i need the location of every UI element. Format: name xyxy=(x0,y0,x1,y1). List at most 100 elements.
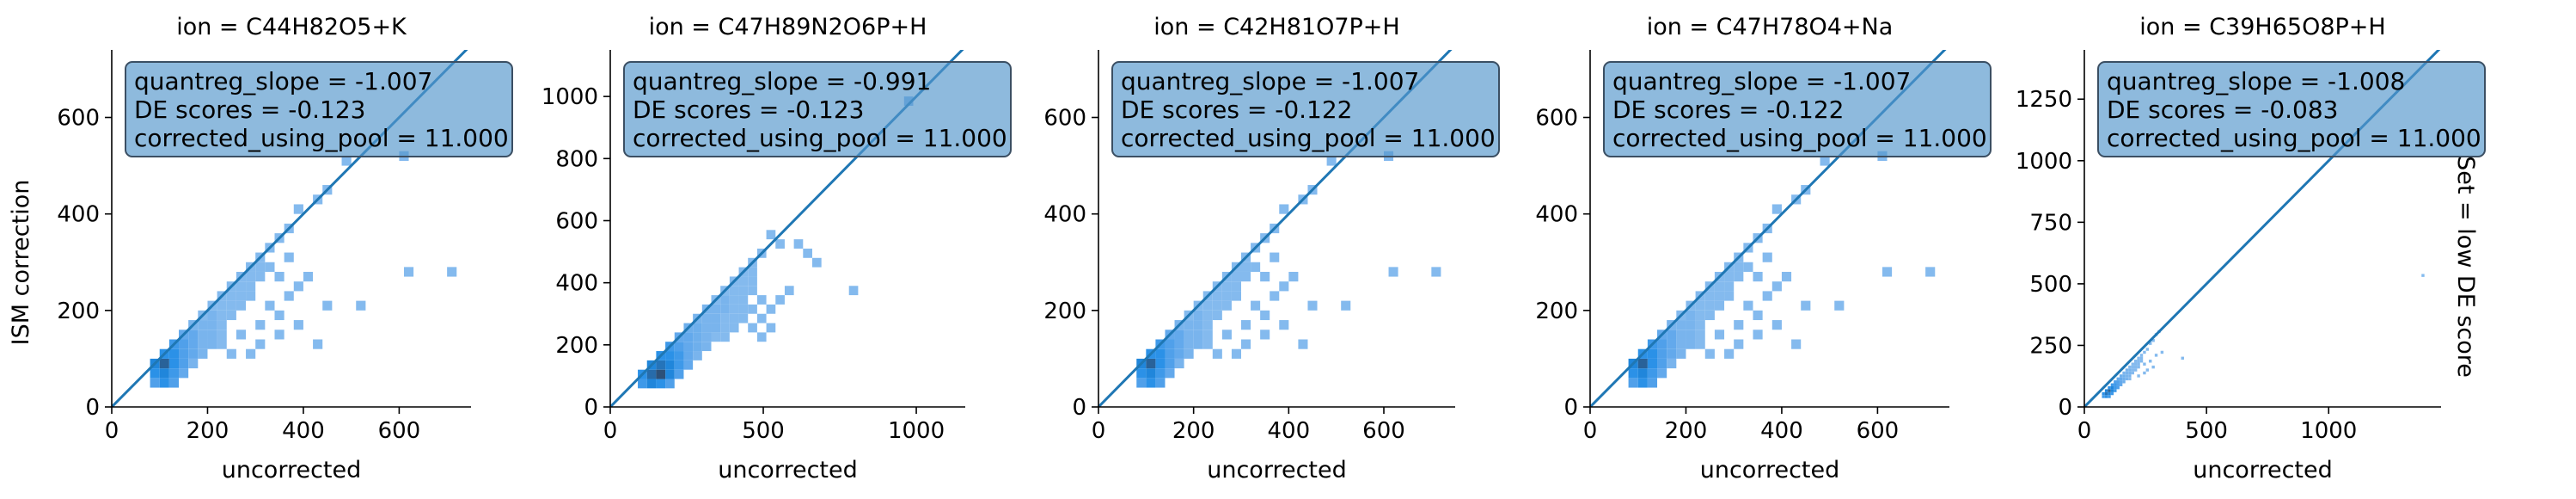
stats-annotation-box xyxy=(1111,61,1500,157)
histogram-bin xyxy=(1184,348,1194,359)
x-axis-label: uncorrected xyxy=(718,457,858,484)
panel-title: ion = C47H89N2O6P+H xyxy=(649,14,927,40)
histogram-bin xyxy=(646,369,657,379)
x-tick-label: 600 xyxy=(1857,418,1900,444)
histogram-bin xyxy=(1647,378,1658,388)
histogram-bin xyxy=(720,332,730,342)
y-tick-label: 600 xyxy=(1043,106,1086,132)
histogram-bin xyxy=(2110,389,2114,392)
x-tick-label: 0 xyxy=(603,418,618,444)
histogram-bin xyxy=(2110,391,2114,396)
histogram-bin xyxy=(2114,389,2117,392)
histogram-bin xyxy=(2133,365,2138,369)
histogram-bin xyxy=(1155,368,1166,379)
histogram-bin xyxy=(2128,377,2132,381)
x-axis-label: uncorrected xyxy=(1700,457,1840,484)
stats-annotation-line: corrected_using_pool = 11.000 xyxy=(134,124,509,152)
histogram-bin xyxy=(2151,339,2155,342)
histogram-bin xyxy=(1714,330,1725,340)
histogram-bin xyxy=(1184,330,1194,340)
histogram-bin xyxy=(284,252,294,262)
histogram-bin xyxy=(638,379,647,389)
histogram-bin xyxy=(693,323,702,333)
stats-annotation-line: corrected_using_pool = 11.000 xyxy=(633,124,1007,152)
histogram-bin xyxy=(1193,320,1203,330)
histogram-bin xyxy=(1231,271,1241,282)
stats-annotation-box xyxy=(1603,61,1992,157)
histogram-bin xyxy=(2119,383,2123,386)
histogram-bin xyxy=(1202,320,1213,330)
histogram-bin xyxy=(1212,300,1222,311)
histogram-bin xyxy=(2114,380,2117,384)
stats-annotation-line: DE scores = -0.123 xyxy=(134,95,366,124)
histogram-bin xyxy=(2108,385,2111,390)
histogram-bin xyxy=(1637,358,1648,369)
histogram-bin xyxy=(674,360,684,370)
histogram-bin xyxy=(2137,356,2140,360)
histogram-bin xyxy=(766,323,776,333)
histogram-bin xyxy=(1174,358,1184,369)
histogram-bin xyxy=(1326,156,1337,166)
histogram-bin xyxy=(293,204,303,214)
histogram-bin xyxy=(265,300,275,311)
row-label: Set = low DE score xyxy=(2452,156,2479,378)
histogram-bin xyxy=(1260,271,1270,282)
histogram-bin xyxy=(1695,320,1705,330)
histogram-bin xyxy=(2110,383,2114,386)
histogram-bin xyxy=(2143,350,2146,354)
histogram-bin xyxy=(811,257,822,268)
histogram-bin xyxy=(1165,368,1175,379)
y-tick-label: 1250 xyxy=(2016,87,2072,113)
histogram-bin xyxy=(1260,310,1270,321)
histogram-bin xyxy=(2108,395,2111,398)
y-tick-label: 200 xyxy=(555,333,598,359)
histogram-bin xyxy=(179,348,189,359)
histogram-bin xyxy=(1695,300,1705,311)
histogram-bin xyxy=(1734,320,1744,330)
y-tick-label: 250 xyxy=(2029,333,2072,359)
histogram-bin xyxy=(2119,374,2123,378)
histogram-bin xyxy=(748,276,757,286)
y-tick-label: 0 xyxy=(1563,395,1578,421)
histogram-bin xyxy=(2125,371,2129,375)
histogram-bin xyxy=(207,320,217,330)
panel-title: ion = C39H65O8P+H xyxy=(2139,14,2385,40)
histogram-bin xyxy=(1174,339,1184,349)
histogram-bin xyxy=(198,348,208,359)
histogram-bin xyxy=(2116,385,2120,390)
histogram-bin xyxy=(246,281,256,292)
histogram-bin xyxy=(1202,339,1213,349)
x-tick-label: 400 xyxy=(1760,418,1803,444)
histogram-bin xyxy=(1165,339,1175,349)
y-tick-label: 500 xyxy=(2029,272,2072,298)
histogram-bin xyxy=(2133,368,2138,372)
histogram-bin xyxy=(168,358,180,369)
histogram-bin xyxy=(1771,320,1782,330)
x-tick-label: 400 xyxy=(282,418,325,444)
y-tick-label: 600 xyxy=(57,106,100,132)
x-tick-label: 600 xyxy=(1362,418,1405,444)
histogram-bin xyxy=(2137,362,2140,366)
x-tick-label: 1000 xyxy=(888,418,945,444)
histogram-bin xyxy=(756,295,767,305)
y-tick-label: 400 xyxy=(57,202,100,228)
histogram-bin xyxy=(1704,291,1715,301)
histogram-bin xyxy=(217,310,227,321)
panel-1: 0 200 400 600 0 200 400 600 ion = C44H82O5+K unco… xyxy=(57,14,513,484)
histogram-bin xyxy=(1753,330,1763,340)
histogram-bin xyxy=(207,310,217,321)
x-tick-label: 0 xyxy=(105,418,119,444)
histogram-bin xyxy=(766,304,776,314)
histogram-bin xyxy=(1686,310,1696,321)
histogram-bin xyxy=(1714,281,1725,292)
x-tick-label: 1000 xyxy=(2300,418,2357,444)
histogram-bin xyxy=(1155,378,1166,388)
x-tick-label: 400 xyxy=(1268,418,1311,444)
histogram-bin xyxy=(720,313,730,323)
histogram-bin xyxy=(179,368,189,379)
histogram-bin xyxy=(1221,291,1232,301)
histogram-bin xyxy=(674,351,684,360)
histogram-bin xyxy=(2114,385,2117,390)
histogram-bin xyxy=(2104,391,2108,396)
